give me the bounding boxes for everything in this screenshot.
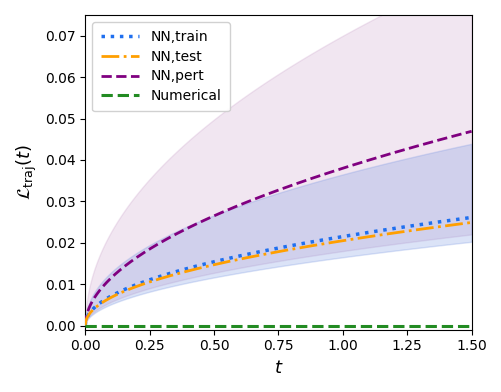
NN,test: [82, 323, 88, 328]
Numerical: [398, 323, 404, 328]
Line: NN,train: NN,train: [85, 218, 470, 326]
Numerical: [82, 323, 88, 328]
NN,pert: [458, 131, 464, 136]
Numerical: [265, 323, 271, 328]
NN,train: [82, 323, 88, 328]
NN,test: [398, 229, 404, 234]
NN,pert: [82, 323, 88, 328]
Legend: NN,train, NN,test, NN,pert, Numerical: NN,train, NN,test, NN,pert, Numerical: [92, 22, 229, 111]
NN,test: [291, 247, 297, 251]
NN,train: [268, 247, 274, 252]
Line: NN,test: NN,test: [85, 222, 470, 326]
NN,test: [467, 220, 473, 225]
Numerical: [291, 323, 297, 328]
Numerical: [458, 323, 464, 328]
NN,test: [268, 250, 274, 255]
NN,train: [467, 215, 473, 220]
NN,train: [458, 216, 464, 221]
NN,test: [458, 221, 464, 226]
NN,pert: [265, 191, 271, 196]
Line: NN,pert: NN,pert: [85, 131, 470, 326]
NN,train: [312, 239, 318, 243]
NN,test: [312, 243, 318, 247]
Numerical: [467, 323, 473, 328]
NN,train: [265, 248, 271, 252]
NN,pert: [291, 182, 297, 187]
NN,pert: [467, 129, 473, 134]
NN,pert: [398, 148, 404, 153]
Numerical: [268, 323, 274, 328]
Y-axis label: $\mathcal{L}_{\mathrm{traj}}(t)$: $\mathcal{L}_{\mathrm{traj}}(t)$: [15, 144, 39, 200]
NN,train: [398, 225, 404, 230]
Numerical: [312, 323, 318, 328]
NN,train: [291, 243, 297, 247]
NN,pert: [268, 191, 274, 195]
X-axis label: $t$: $t$: [273, 359, 283, 377]
NN,pert: [312, 175, 318, 180]
NN,test: [265, 251, 271, 256]
